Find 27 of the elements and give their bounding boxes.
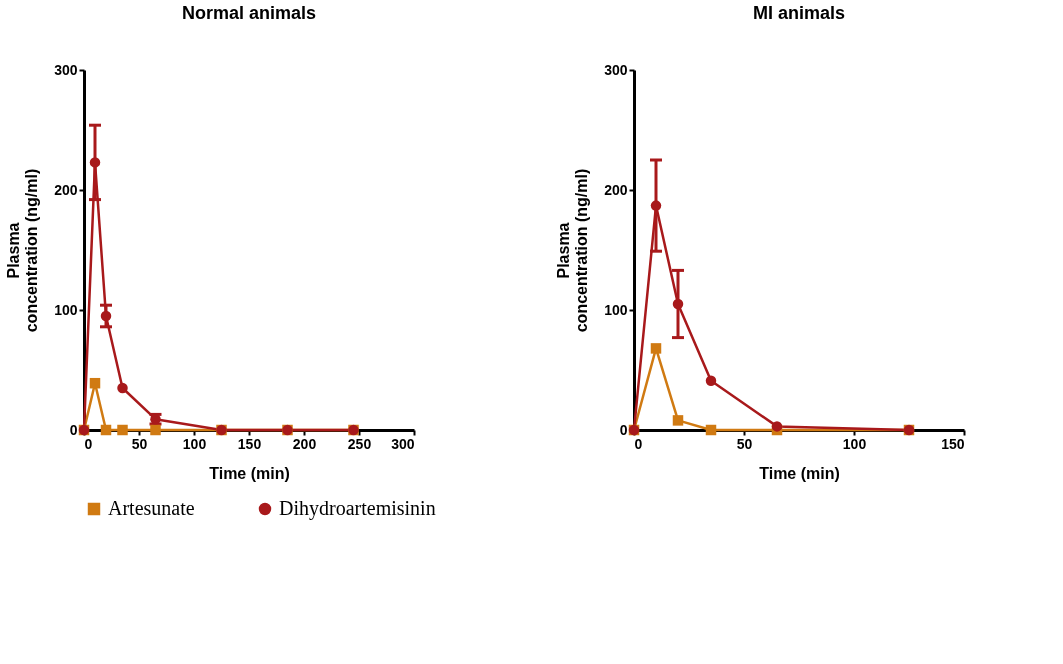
y-tick-label: 200 xyxy=(604,181,628,198)
legend-label: Artesunate xyxy=(108,497,195,519)
y-tick-label: 0 xyxy=(69,421,78,438)
y-tick-label: 300 xyxy=(54,61,78,78)
chart-title: MI animals xyxy=(752,3,846,23)
x-tick-label: 150 xyxy=(237,435,262,452)
x-tick-label: 150 xyxy=(941,435,965,452)
chart-title: Normal animals xyxy=(181,3,317,23)
y-tick-label: 100 xyxy=(604,301,628,318)
y-axis-title: Plasma concentration (ng/ml) xyxy=(5,168,41,333)
y-tick-label: 200 xyxy=(54,181,78,198)
y-tick-label: 0 xyxy=(619,421,628,438)
x-tick-label: 200 xyxy=(292,435,317,452)
x-tick-label: 50 xyxy=(131,435,148,452)
y-tick-label: 100 xyxy=(54,301,78,318)
x-axis-title: Time (min) xyxy=(759,464,840,482)
x-tick-label: 250 xyxy=(347,435,372,452)
x-axis-title: Time (min) xyxy=(209,464,290,482)
y-tick-label: 300 xyxy=(604,61,628,78)
x-tick-label: 0 xyxy=(634,435,643,452)
legend-label: Dihydroartemisinin xyxy=(279,497,436,520)
x-tick-label: 0 xyxy=(84,435,93,452)
y-axis-title: Plasma concentration (ng/ml) xyxy=(555,168,591,333)
x-tick-label: 300 xyxy=(391,435,415,452)
x-tick-label: 50 xyxy=(736,435,753,452)
x-tick-label: 100 xyxy=(182,435,207,452)
x-tick-label: 100 xyxy=(842,435,867,452)
